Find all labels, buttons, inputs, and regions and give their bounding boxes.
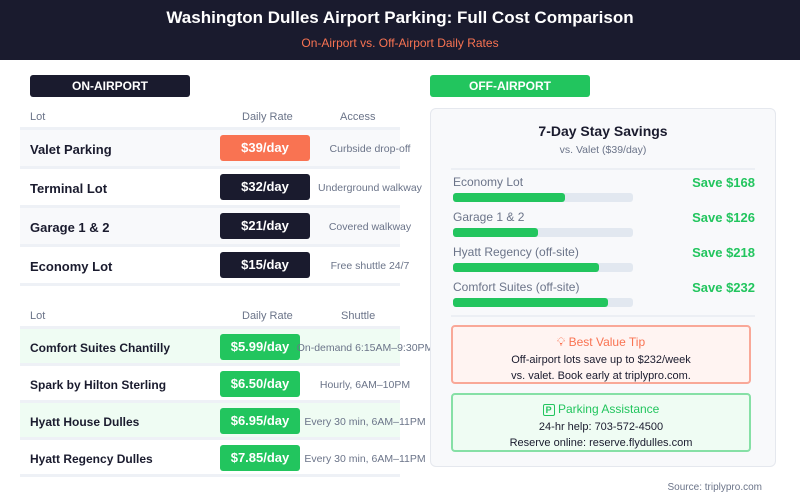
savings-value: Save $168 xyxy=(692,175,755,190)
lot-name: Garage 1 & 2 xyxy=(30,220,110,235)
savings-label: Garage 1 & 2 xyxy=(453,210,525,224)
savings-bar-fill xyxy=(453,193,565,202)
lot-name: Terminal Lot xyxy=(30,181,108,196)
lot-name: Valet Parking xyxy=(30,142,112,157)
shuttle-text: Every 30 min, 6AM–11PM xyxy=(304,416,426,428)
page-title: Washington Dulles Airport Parking: Full … xyxy=(166,8,634,27)
savings-value: Save $218 xyxy=(692,245,755,260)
col-lot: Lot xyxy=(30,310,46,322)
col-rate: Daily Rate xyxy=(242,310,293,322)
savings-title: 7-Day Stay Savings xyxy=(538,123,668,139)
assist-line2: Reserve online: reserve.flydulles.com xyxy=(509,437,693,449)
shuttle-text: On-demand 6:15AM–9:30PM xyxy=(296,342,434,354)
col-lot: Lot xyxy=(30,111,46,123)
table-row: Valet Parking $39/day Curbside drop-off xyxy=(20,130,410,169)
table-row: Hyatt Regency Dulles $7.85/day Every 30 … xyxy=(20,440,426,477)
table-row: Comfort Suites Chantilly $5.99/day On-de… xyxy=(20,329,433,366)
tip-title: Best Value Tip xyxy=(568,335,646,349)
col-shuttle: Shuttle xyxy=(341,310,376,322)
off-airport-badge: OFF-AIRPORT xyxy=(430,75,590,97)
rate-pill: $6.95/day xyxy=(220,408,300,434)
savings-bar xyxy=(453,263,633,272)
rate-pill: $7.85/day xyxy=(220,445,300,471)
shuttle-text: Every 30 min, 6AM–11PM xyxy=(304,453,426,465)
table-header: Lot Daily Rate Shuttle xyxy=(20,305,400,329)
savings-bar-fill xyxy=(453,298,608,307)
savings-label: Hyatt Regency (off-site) xyxy=(453,245,579,259)
savings-bar xyxy=(453,298,633,307)
table-row: Terminal Lot $32/day Underground walkway xyxy=(20,169,422,208)
tip-line2: vs. valet. Book early at triplypro.com. xyxy=(511,370,691,382)
table-row: Economy Lot $15/day Free shuttle 24/7 xyxy=(20,247,409,286)
savings-value: Save $232 xyxy=(692,280,755,295)
access-text: Free shuttle 24/7 xyxy=(330,260,410,272)
col-rate: Daily Rate xyxy=(242,111,293,123)
parking-assistance: P Parking Assistance 24-hr help: 703-572… xyxy=(451,393,751,452)
lot-name: Spark by Hilton Sterling xyxy=(30,378,167,392)
lightbulb-icon: 💡︎ xyxy=(556,335,566,349)
assist-line1: 24-hr help: 703-572-4500 xyxy=(538,421,664,433)
savings-item: Garage 1 & 2 Save $126 xyxy=(453,210,755,244)
lot-name: Hyatt House Dulles xyxy=(30,415,140,429)
source-note: Source: triplypro.com xyxy=(667,482,762,493)
savings-card: 7-Day Stay Savings vs. Valet ($39/day) E… xyxy=(430,108,776,467)
savings-bar xyxy=(453,228,633,237)
lot-name: Hyatt Regency Dulles xyxy=(30,452,153,466)
savings-bar-fill xyxy=(453,263,599,272)
header: Washington Dulles Airport Parking: Full … xyxy=(0,0,800,60)
savings-label: Comfort Suites (off-site) xyxy=(453,280,580,294)
savings-bar-fill xyxy=(453,228,538,237)
off-airport-table: Lot Daily Rate Shuttle Comfort Suites Ch… xyxy=(20,305,433,477)
col-access: Access xyxy=(340,111,376,123)
access-text: Covered walkway xyxy=(328,221,412,233)
savings-item: Economy Lot Save $168 xyxy=(453,175,755,209)
savings-item: Comfort Suites (off-site) Save $232 xyxy=(453,280,755,314)
rate-pill: $39/day xyxy=(220,135,310,161)
on-airport-table: Lot Daily Rate Access Valet Parking $39/… xyxy=(20,106,422,286)
table-row: Spark by Hilton Sterling $6.50/day Hourl… xyxy=(20,366,410,403)
lot-name: Economy Lot xyxy=(30,259,113,274)
access-text: Underground walkway xyxy=(318,182,422,194)
table-row: Hyatt House Dulles $6.95/day Every 30 mi… xyxy=(20,403,426,440)
parking-icon: P xyxy=(542,404,555,416)
rate-pill: $5.99/day xyxy=(220,334,300,360)
rate-pill: $15/day xyxy=(220,252,310,278)
savings-bar xyxy=(453,193,633,202)
on-airport-badge: ON-AIRPORT xyxy=(30,75,190,97)
savings-value: Save $126 xyxy=(692,210,755,225)
shuttle-text: Hourly, 6AM–10PM xyxy=(319,379,411,391)
table-row: Garage 1 & 2 $21/day Covered walkway xyxy=(20,208,411,247)
savings-label: Economy Lot xyxy=(453,175,524,189)
rate-pill: $6.50/day xyxy=(220,371,300,397)
tip-line1: Off-airport lots save up to $232/week xyxy=(511,354,691,366)
savings-item: Hyatt Regency (off-site) Save $218 xyxy=(453,245,755,279)
rate-pill: $32/day xyxy=(220,174,310,200)
table-header: Lot Daily Rate Access xyxy=(20,106,400,130)
savings-subtitle: vs. Valet ($39/day) xyxy=(559,144,647,156)
lot-name: Comfort Suites Chantilly xyxy=(30,341,171,355)
access-text: Curbside drop-off xyxy=(329,143,411,155)
best-value-tip: 💡︎ Best Value Tip Off-airport lots save … xyxy=(451,325,751,384)
assist-title: Parking Assistance xyxy=(557,402,660,416)
page-subtitle: On-Airport vs. Off-Airport Daily Rates xyxy=(301,36,499,50)
rate-pill: $21/day xyxy=(220,213,310,239)
